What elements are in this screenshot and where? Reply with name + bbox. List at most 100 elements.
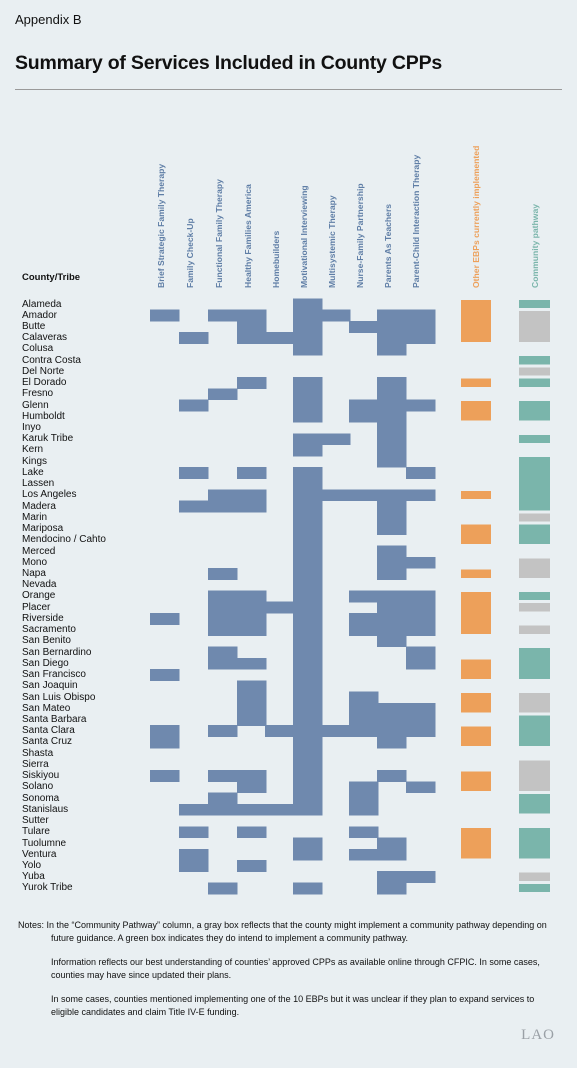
- cell-glenn-parents-as-teachers: [377, 399, 407, 412]
- cell-karuk-tribe-parents-as-teachers: [377, 433, 407, 446]
- pathway-block-gray-marin: [519, 513, 550, 522]
- cell-santa-barbara-nurse-family-partnership: [349, 714, 379, 726]
- cell-amador-parent-child-interaction-therapy: [406, 309, 436, 322]
- row-label-san-diego: San Diego: [22, 657, 69, 669]
- cell-nevada-motivational-interviewing: [293, 579, 323, 592]
- row-header: County/Tribe: [22, 272, 81, 283]
- cell-san-luis-obispo-healthy-families-america: [237, 691, 267, 704]
- row-label-san-francisco: San Francisco: [22, 669, 86, 681]
- cell-los-angeles-nurse-family-partnership: [349, 489, 379, 502]
- cell-humboldt-parents-as-teachers: [377, 410, 407, 423]
- other-ebps-block-glenn: [461, 401, 491, 421]
- pathway-block-green-glenn: [519, 401, 550, 421]
- cell-el-dorado-healthy-families-america: [237, 377, 267, 389]
- cell-placer-motivational-interviewing: [293, 601, 323, 614]
- cell-lake-motivational-interviewing: [293, 466, 323, 479]
- cell-mono-parent-child-interaction-therapy: [406, 556, 436, 569]
- cell-stanislaus-motivational-interviewing: [293, 803, 323, 816]
- cell-karuk-tribe-multisystemic-therapy: [321, 433, 351, 446]
- cell-glenn-parent-child-interaction-therapy: [406, 399, 436, 412]
- cell-amador-healthy-families-america: [237, 309, 267, 322]
- cell-sonoma-motivational-interviewing: [293, 792, 323, 805]
- other-ebps-block-mariposa: [461, 524, 491, 545]
- cell-sacramento-motivational-interviewing: [293, 624, 323, 636]
- cell-santa-clara-multisystemic-therapy: [321, 725, 351, 738]
- other-ebps-block-los-angeles: [461, 490, 491, 500]
- cell-santa-barbara-healthy-families-america: [237, 714, 267, 726]
- cell-glenn-family-check-up: [179, 399, 209, 412]
- cell-san-mateo-healthy-families-america: [237, 702, 267, 715]
- cell-shasta-motivational-interviewing: [293, 747, 323, 760]
- other-ebps-block-orange: [461, 591, 491, 634]
- row-label-fresno: Fresno: [22, 388, 54, 400]
- lao-logo: LAO: [521, 1027, 555, 1043]
- row-label-napa: Napa: [22, 568, 46, 580]
- pathway-block-gray-sacramento: [519, 625, 550, 634]
- cell-ventura-motivational-interviewing: [293, 848, 323, 861]
- cell-sacramento-functional-family-therapy: [208, 624, 238, 636]
- cell-san-benito-motivational-interviewing: [293, 635, 323, 648]
- row-label-lake: Lake: [22, 466, 44, 478]
- pathway-block-green-mariposa: [519, 524, 550, 545]
- cell-yurok-tribe-functional-family-therapy: [208, 882, 238, 895]
- cell-san-mateo-parents-as-teachers: [377, 702, 407, 715]
- cell-tulare-healthy-families-america: [237, 826, 267, 839]
- cell-solano-nurse-family-partnership: [349, 781, 379, 794]
- cell-riverside-nurse-family-partnership: [349, 612, 379, 625]
- row-label-amador: Amador: [22, 309, 58, 321]
- cell-sacramento-healthy-families-america: [237, 624, 267, 636]
- cell-orange-functional-family-therapy: [208, 590, 238, 603]
- cell-placer-parents-as-teachers: [377, 601, 407, 614]
- cell-san-bernardino-motivational-interviewing: [293, 646, 323, 659]
- cell-calaveras-family-check-up: [179, 332, 209, 345]
- cell-orange-parent-child-interaction-therapy: [406, 590, 436, 603]
- row-label-santa-clara: Santa Clara: [22, 725, 75, 737]
- cell-yolo-healthy-families-america: [237, 860, 267, 872]
- cell-san-joaquin-motivational-interviewing: [293, 680, 323, 693]
- row-label-sierra: Sierra: [22, 758, 49, 770]
- cell-napa-parents-as-teachers: [377, 568, 407, 580]
- pathway-block-green-san-bernardino: [519, 648, 550, 679]
- cell-san-diego-functional-family-therapy: [208, 657, 238, 670]
- cell-marin-parents-as-teachers: [377, 511, 407, 524]
- cell-santa-cruz-motivational-interviewing: [293, 736, 323, 749]
- row-label-siskiyou: Siskiyou: [22, 770, 60, 782]
- cell-san-mateo-motivational-interviewing: [293, 702, 323, 715]
- row-label-san-joaquin: San Joaquin: [22, 680, 78, 692]
- cell-tuolumne-motivational-interviewing: [293, 837, 323, 850]
- cell-san-diego-healthy-families-america: [237, 657, 267, 670]
- cell-amador-brief-strategic-family-therapy: [150, 309, 180, 322]
- pathway-block-green-santa-barbara: [519, 715, 550, 747]
- note-2: Information reflects our best understand…: [51, 957, 540, 980]
- cell-lake-parent-child-interaction-therapy: [406, 466, 436, 479]
- cell-siskiyou-brief-strategic-family-therapy: [150, 770, 180, 782]
- row-label-lassen: Lassen: [22, 478, 55, 490]
- cell-yuba-parents-as-teachers: [377, 871, 407, 884]
- cell-napa-functional-family-therapy: [208, 568, 238, 580]
- cell-san-luis-obispo-motivational-interviewing: [293, 691, 323, 704]
- cell-calaveras-homebuilders: [265, 332, 295, 345]
- cell-lake-healthy-families-america: [237, 466, 267, 479]
- cell-mariposa-parents-as-teachers: [377, 523, 407, 535]
- row-label-alameda: Alameda: [22, 298, 62, 310]
- cell-humboldt-nurse-family-partnership: [349, 410, 379, 423]
- cell-colusa-motivational-interviewing: [293, 343, 323, 356]
- cell-stanislaus-family-check-up: [179, 803, 209, 816]
- cell-butte-parent-child-interaction-therapy: [406, 320, 436, 333]
- cell-riverside-functional-family-therapy: [208, 612, 238, 625]
- cell-solano-healthy-families-america: [237, 781, 267, 794]
- cell-fresno-functional-family-therapy: [208, 388, 238, 401]
- other-ebps-block-tulare: [461, 827, 491, 859]
- cell-stanislaus-nurse-family-partnership: [349, 803, 379, 816]
- pathway-block-green-contra-costa: [519, 356, 550, 365]
- cell-tulare-nurse-family-partnership: [349, 826, 379, 839]
- cell-sonoma-nurse-family-partnership: [349, 792, 379, 805]
- cell-kern-parents-as-teachers: [377, 444, 407, 457]
- appendix-label: Appendix B: [15, 12, 82, 27]
- pathway-block-green-alameda: [519, 300, 550, 309]
- row-label-del-norte: Del Norte: [22, 365, 65, 377]
- cell-butte-motivational-interviewing: [293, 320, 323, 333]
- cell-glenn-motivational-interviewing: [293, 399, 323, 412]
- cell-los-angeles-multisystemic-therapy: [321, 489, 351, 502]
- cell-san-mateo-nurse-family-partnership: [349, 702, 379, 715]
